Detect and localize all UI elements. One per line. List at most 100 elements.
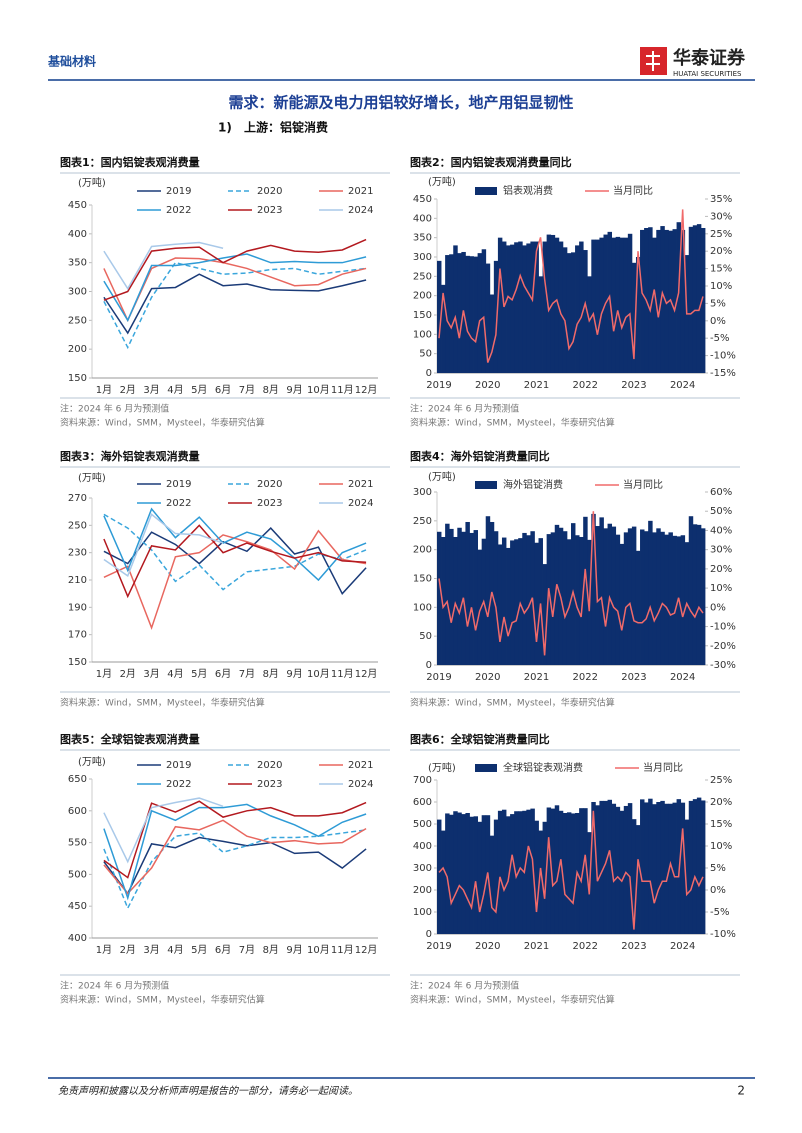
bar [579, 808, 584, 934]
bar [453, 245, 458, 373]
bar [449, 814, 454, 934]
bar [522, 245, 527, 373]
y2-tick-label: 40% [710, 525, 732, 536]
bar [562, 531, 568, 665]
bar [603, 800, 608, 934]
bar [668, 532, 673, 665]
bar [587, 276, 592, 373]
bar [652, 237, 657, 373]
x-tick-label: 8月 [263, 944, 279, 956]
bar [465, 521, 470, 665]
bar [700, 528, 706, 665]
bar [656, 229, 661, 373]
bar [534, 241, 539, 373]
y-tick-label: 200 [68, 344, 87, 355]
legend-label: 2024 [348, 498, 373, 509]
bar [619, 237, 625, 373]
bar [550, 532, 556, 665]
bar [493, 260, 499, 373]
bar [510, 244, 515, 373]
legend-label: 2020 [257, 760, 282, 771]
y-tick-label: 0 [426, 660, 432, 671]
y2-tick-label: 25% [710, 229, 732, 240]
bar [550, 808, 556, 934]
y2-tick-label: 50% [710, 506, 732, 517]
bar [640, 229, 645, 373]
series-line [103, 513, 224, 578]
bar [518, 538, 523, 665]
y2-tick-label: 25% [710, 775, 732, 786]
y-tick-label: 50 [419, 349, 432, 360]
chart-title: 图表3：海外铝锭表观消费量 [60, 449, 200, 463]
unit-label: (万吨) [428, 175, 456, 188]
x-tick-label: 2021 [524, 672, 549, 683]
x-tick-label: 11月 [331, 944, 354, 956]
series-line [103, 241, 224, 291]
disclaimer: 免责声明和披露以及分析师声明是报告的一部分，请务必一起阅读。 [58, 1085, 358, 1097]
bar [566, 253, 572, 373]
y-tick-label: 150 [68, 657, 87, 668]
x-tick-label: 5月 [191, 944, 207, 956]
bar [497, 544, 503, 665]
bar [627, 528, 633, 665]
note: 注：2024 年 6 月为预测值 [60, 980, 169, 992]
x-tick-label: 12月 [355, 944, 378, 956]
x-tick-label: 8月 [263, 384, 279, 396]
unit-label: (万吨) [428, 470, 456, 483]
y-tick-label: 250 [68, 315, 87, 326]
bar [437, 819, 442, 934]
x-tick-label: 4月 [167, 384, 183, 396]
bar [619, 810, 625, 934]
bar [562, 813, 568, 934]
y-tick-label: 0 [426, 929, 432, 940]
x-tick-label: 7月 [239, 944, 255, 956]
x-tick-label: 2月 [120, 944, 136, 956]
bar [583, 808, 588, 934]
y2-tick-label: 30% [710, 545, 732, 556]
y-tick-label: 100 [413, 907, 432, 918]
x-tick-label: 10月 [307, 944, 330, 956]
bar [441, 830, 446, 934]
x-tick-label: 2020 [475, 672, 500, 683]
bar [652, 532, 657, 665]
series-line [103, 238, 367, 301]
bar [615, 236, 621, 373]
bar [591, 239, 596, 373]
bar [700, 228, 706, 373]
legend-label: 2020 [257, 186, 282, 197]
x-tick-label: 11月 [331, 384, 354, 396]
bar [473, 816, 479, 934]
bar [538, 276, 543, 373]
x-tick-label: 9月 [286, 384, 302, 396]
bar [615, 806, 621, 934]
bar [692, 524, 698, 665]
legend-label: 当月同比 [643, 761, 683, 774]
bar [660, 531, 665, 665]
bar [571, 813, 576, 934]
bar [481, 815, 487, 934]
bar [514, 242, 519, 373]
bar [631, 526, 637, 665]
legend-label: 2022 [166, 498, 191, 509]
y-tick-label: 150 [68, 373, 87, 384]
bar [635, 257, 641, 373]
logo-en: HUATAI SECURITIES [673, 70, 742, 78]
bar [575, 535, 580, 665]
bar [603, 528, 608, 665]
legend-label: 铝表观消费 [503, 184, 553, 197]
bar [664, 534, 669, 665]
bar [680, 229, 686, 373]
x-tick-label: 6月 [215, 668, 231, 680]
y-tick-label: 150 [413, 574, 432, 585]
bar [453, 811, 458, 934]
x-tick-label: 7月 [239, 668, 255, 680]
x-tick-label: 2024 [670, 941, 695, 952]
y-tick-label: 450 [68, 200, 87, 211]
bar [595, 239, 600, 373]
chart-title: 图表1：国内铝锭表观消费量 [60, 155, 200, 169]
bar [465, 813, 470, 934]
x-tick-label: 2020 [475, 380, 500, 391]
bar [558, 810, 564, 934]
source: 资料来源：Wind，SMM，Mysteel，华泰研究估算 [60, 994, 265, 1006]
